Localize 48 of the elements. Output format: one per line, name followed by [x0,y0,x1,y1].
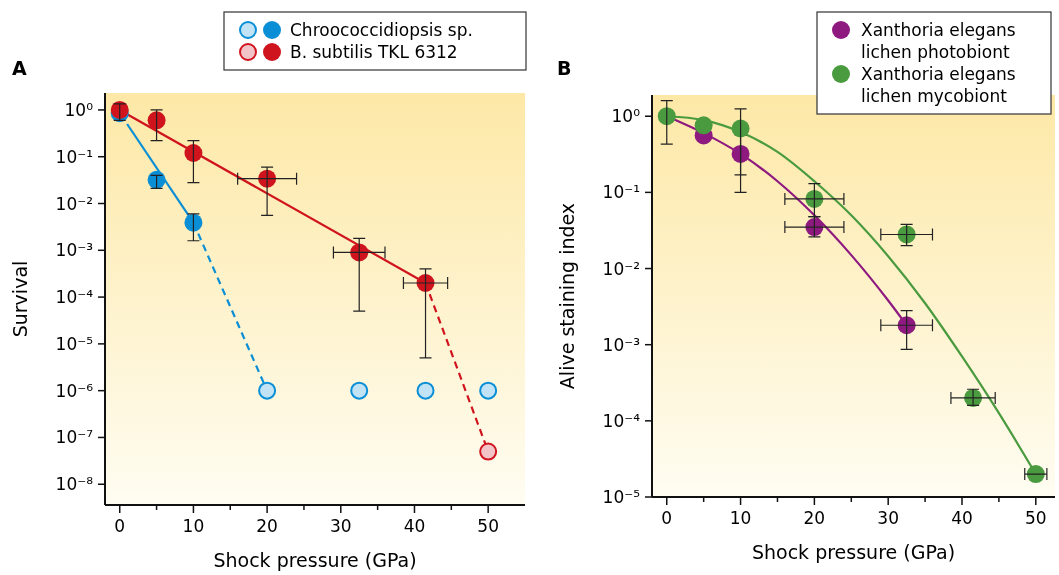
y-tick-label: 10⁻⁶ [55,380,94,401]
y-tick-label: 10⁻⁴ [602,410,641,431]
x-tick-label: 50 [1024,508,1047,528]
chart-title: A [12,57,27,79]
x-tick-label: 40 [403,516,426,536]
x-tick-label: 10 [729,508,752,528]
point [479,442,498,461]
y-tick-label: 10⁻⁸ [55,474,94,495]
x-tick-label: 0 [114,516,126,536]
point [731,119,750,138]
x-tick-label: 20 [803,508,826,528]
legend-label: Xanthoria elegans lichen mycobiont [861,64,1016,106]
point [657,107,676,126]
y-tick-label: 10⁰ [611,106,641,127]
y-tick-label: 10⁻⁵ [55,333,93,354]
point [184,144,203,163]
x-tick-label: 50 [477,516,499,536]
point [694,116,713,135]
x-tick-label: 0 [661,508,673,528]
y-tick-label: 10⁻¹ [55,146,93,167]
y-tick-label: 10⁻⁷ [55,427,94,448]
x-tick-label: 10 [182,516,205,536]
x-tick-label: 40 [951,508,973,528]
y-tick-label: 10⁻² [55,193,93,214]
y-tick-label: 10⁻⁴ [55,287,94,308]
point [479,381,498,400]
x-axis-title: Shock pressure (GPa) [751,541,956,563]
y-tick-label: 10⁻¹ [602,182,640,203]
point [258,381,277,400]
legend-label: Chroococcidiopsis sp. [290,20,473,40]
point [416,381,435,400]
y-tick-label: 10⁻⁵ [602,487,640,507]
chart-title: B [557,57,572,79]
point [731,144,750,163]
y-tick-label: 10⁻³ [55,240,93,261]
point [147,111,166,130]
x-tick-label: 30 [877,508,900,528]
y-axis-title: Alive staining index [556,202,578,390]
x-axis-title: Shock pressure (GPa) [213,549,417,571]
y-axis-title: Survival [9,260,31,338]
y-tick-label: 10⁻² [602,258,640,279]
y-tick-label: 10⁻³ [602,334,640,355]
x-tick-label: 30 [329,516,352,536]
x-tick-label: 20 [256,516,278,536]
legend-label: Xanthoria elegans lichen photobiont [861,20,1016,62]
legend-label: B. subtilis TKL 6312 [290,42,458,62]
point [350,381,369,400]
y-tick-label: 10⁰ [64,99,94,120]
